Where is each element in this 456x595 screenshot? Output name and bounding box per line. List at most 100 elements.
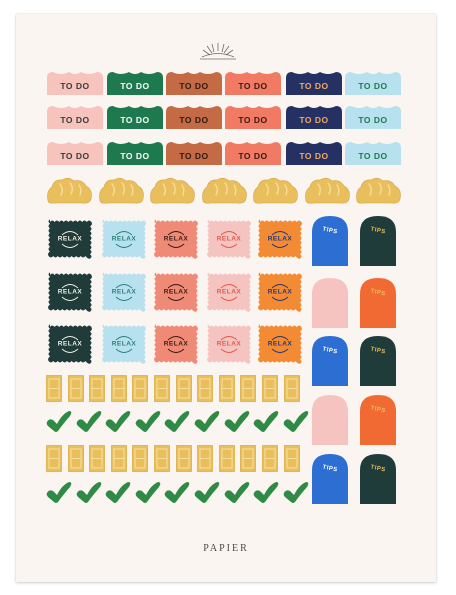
todo-label: TO DO [60,114,90,125]
todo-label: TO DO [299,80,329,91]
bread-sticker [149,177,196,205]
todo-sticker: TO DO [107,142,163,165]
checkmark-icon [283,481,309,503]
brand-name: PAPIER [203,543,249,554]
todo-sticker: TO DO [107,106,163,129]
todo-label: TO DO [60,150,90,161]
relax-sticker: RELAX [101,324,147,364]
bookmark-sticker [132,445,149,472]
bookmark-sticker [197,445,214,472]
checkmark-icon [135,481,161,503]
todo-sticker: TO DO [286,142,342,165]
todo-sticker: TO DO [225,72,281,95]
relax-sticker: RELAX [257,219,303,259]
checkmark-icon [105,481,131,503]
todo-sticker: TO DO [47,106,103,129]
tips-sticker: TIPS [360,395,396,445]
checkmark-icon [105,410,131,432]
checkmark-icon [224,410,250,432]
checkmark-icon [76,410,102,432]
checkmark-icon [283,410,309,432]
todo-sticker: TO DO [225,106,281,129]
todo-sticker: TO DO [225,142,281,165]
relax-label: RELAX [216,235,242,243]
relax-label: RELAX [267,340,293,348]
checkmark-icon [135,410,161,432]
bread-sticker [98,177,145,205]
checkmark-icon [224,481,250,503]
checkmark-icon [194,481,220,503]
todo-sticker: TO DO [166,142,222,165]
bread-sticker [46,177,93,205]
todo-sticker: TO DO [166,106,222,129]
bookmark-sticker [46,445,62,472]
bookmark-sticker [175,445,192,472]
todo-sticker: TO DO [286,106,342,129]
relax-label: RELAX [163,288,189,296]
relax-sticker: RELAX [257,272,303,312]
bread-sticker [304,177,351,205]
relax-label: RELAX [111,235,137,243]
bookmark-sticker [218,375,235,402]
todo-label: TO DO [299,150,329,161]
todo-sticker: TO DO [47,72,103,95]
relax-sticker: RELAX [153,219,199,259]
checkmark-icon [164,481,190,503]
relax-label: RELAX [57,340,83,348]
relax-label: RELAX [163,235,189,243]
bookmark-sticker [110,445,127,472]
bookmark-sticker [283,445,300,472]
todo-label: TO DO [358,80,388,91]
bookmark-sticker [67,445,84,472]
relax-label: RELAX [216,288,242,296]
tips-sticker: TIPS [312,216,348,266]
bookmark-sticker [67,375,84,402]
todo-sticker: TO DO [286,72,342,95]
bookmark-sticker [197,375,214,402]
bookmark-sticker [262,445,278,472]
checkmark-icon [194,410,220,432]
relax-sticker: RELAX [101,272,147,312]
relax-sticker: RELAX [47,219,93,259]
checkmark-icon [76,481,102,503]
relax-sticker: RELAX [206,219,252,259]
todo-label: TO DO [238,80,268,91]
bookmark-sticker [175,375,192,402]
tips-sticker: TIPS [360,216,396,266]
bookmark-sticker [240,445,257,472]
tips-sticker [312,395,348,445]
bookmark-sticker [262,375,278,402]
relax-sticker: RELAX [47,324,93,364]
tips-sticker: TIPS [360,336,396,386]
relax-label: RELAX [111,340,137,348]
todo-sticker: TO DO [345,72,401,95]
todo-label: TO DO [120,80,150,91]
checkmark-icon [46,481,72,503]
relax-sticker: RELAX [257,324,303,364]
bookmark-sticker [240,375,257,402]
sticker-sheet: TO DO TO DO TO DO TO DO TO DO TO DO TO DO TO DO… [16,14,436,582]
bookmark-sticker [218,445,235,472]
sunburst-logo-icon [200,43,236,60]
bookmark-sticker [283,375,300,402]
todo-label: TO DO [120,114,150,125]
relax-sticker: RELAX [153,272,199,312]
relax-label: RELAX [267,288,293,296]
relax-label: RELAX [216,340,242,348]
relax-sticker: RELAX [206,324,252,364]
bread-sticker [252,177,299,205]
todo-sticker: TO DO [166,72,222,95]
checkmark-icon [46,410,72,432]
bread-sticker [201,177,248,205]
bookmark-sticker [46,375,62,402]
todo-sticker: TO DO [345,106,401,129]
checkmark-icon [253,410,279,432]
relax-label: RELAX [267,235,293,243]
todo-label: TO DO [120,150,150,161]
todo-label: TO DO [179,114,209,125]
bookmark-sticker [110,375,127,402]
bookmark-sticker [154,445,170,472]
todo-label: TO DO [358,150,388,161]
bookmark-sticker [154,375,170,402]
relax-sticker: RELAX [47,272,93,312]
